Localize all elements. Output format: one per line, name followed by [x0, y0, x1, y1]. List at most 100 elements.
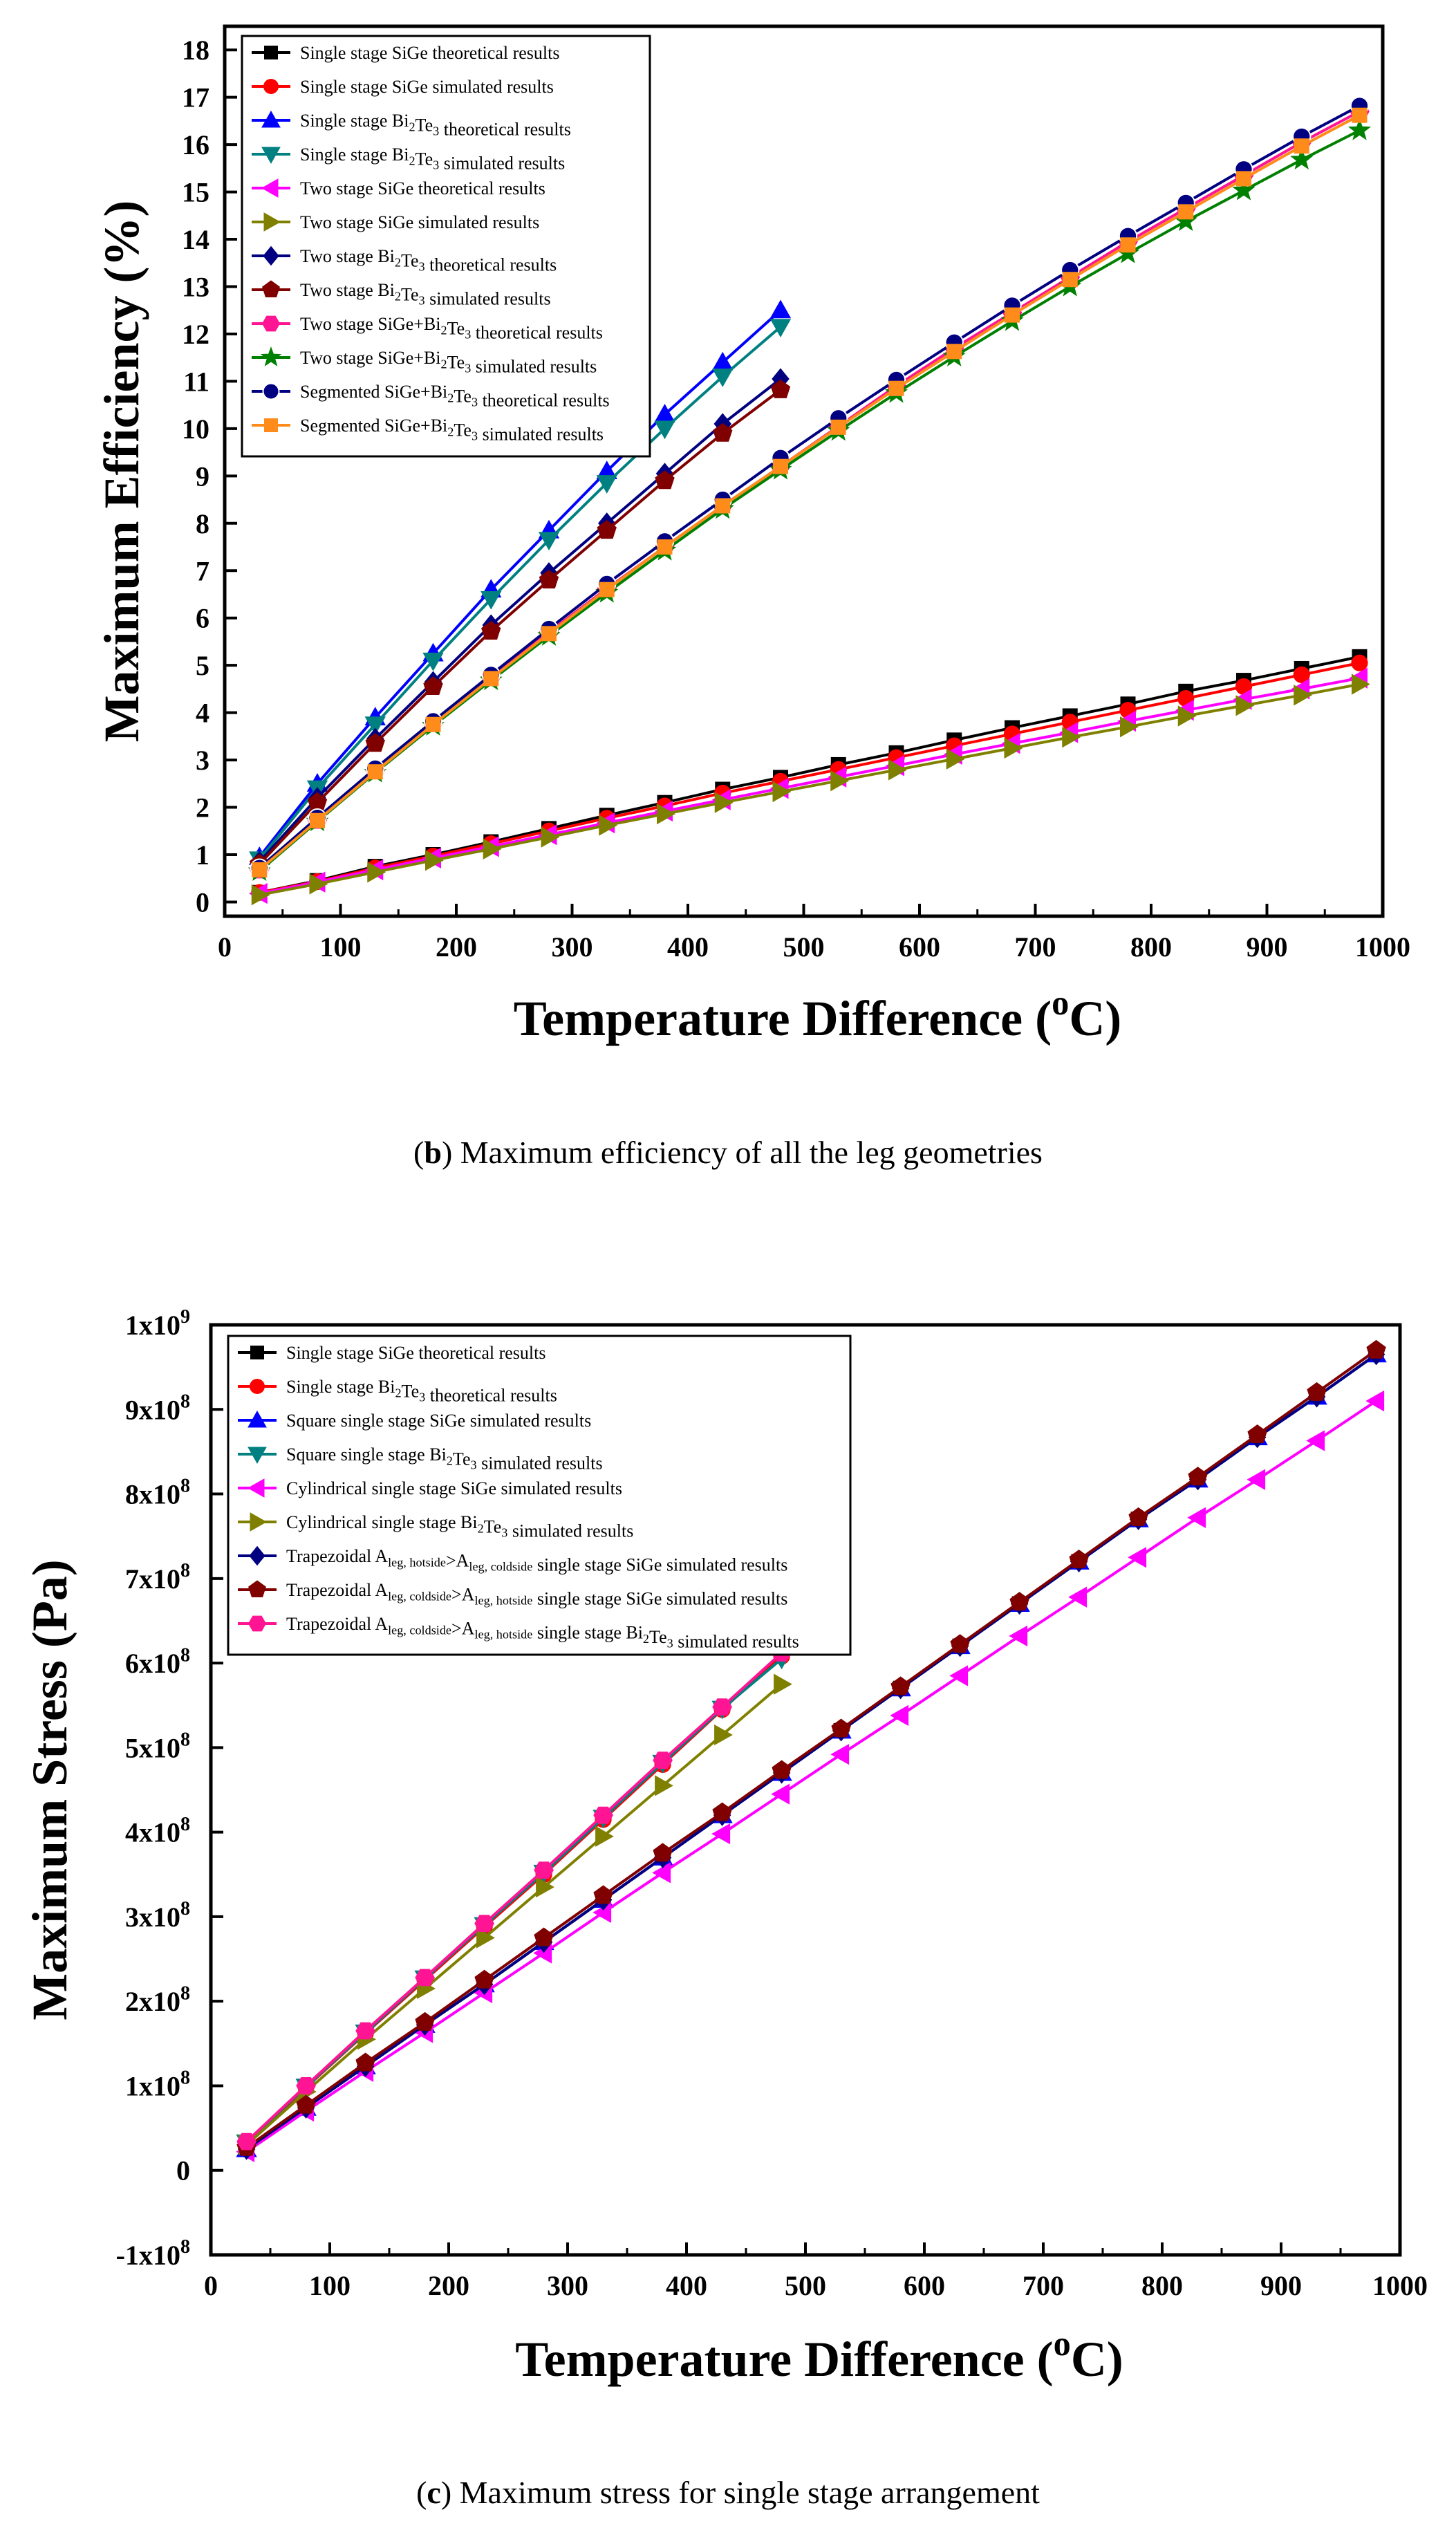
data-point [541, 826, 560, 848]
data-point [296, 2077, 316, 2094]
data-point [367, 764, 383, 780]
data-point [480, 591, 502, 610]
legend-label: Square single stage SiGe simulated resul… [286, 1411, 591, 1431]
data-point [714, 792, 734, 813]
legend: Single stage SiGe theoretical results Sin… [241, 35, 651, 458]
series-line [245, 1651, 783, 2143]
series-line [259, 655, 1360, 894]
data-point [474, 1969, 494, 1989]
data-point [888, 759, 907, 781]
data-point [831, 1718, 851, 1738]
legend-marker [261, 147, 281, 165]
legend-item-7: Two stage Bi2Te3 theoretical results [252, 245, 557, 275]
data-point [593, 1806, 613, 1824]
legend-label: Trapezoidal Aleg, coldside>Aleg, hotside… [286, 1580, 787, 1609]
series-6 [251, 673, 1370, 906]
series-line [258, 104, 1361, 869]
legend-item-5: Cylindrical single stage SiGe simulated … [238, 1478, 622, 1498]
legend-marker [248, 1580, 266, 1598]
legend-item-5: Two stage SiGe theoretical results [252, 178, 545, 198]
y-tick-label: 13 [182, 272, 209, 303]
efficiency-chart-caption: (b) Maximum efficiency of all the leg ge… [0, 1134, 1456, 1171]
data-point [769, 299, 792, 319]
legend-label: Single stage SiGe simulated results [300, 77, 554, 97]
data-point [654, 420, 675, 440]
data-point [534, 1861, 554, 1879]
legend-item-10: Two stage SiGe+Bi2Te3 simulated results [252, 346, 597, 377]
legend-item-11: Segmented SiGe+Bi2Te3 theoretical result… [252, 382, 610, 411]
data-point [1128, 1547, 1147, 1568]
y-tick-label: 15 [182, 177, 209, 208]
legend-label: Cylindrical single stage SiGe simulated … [286, 1478, 622, 1498]
legend-item-8: Trapezoidal Aleg, coldside>Aleg, hotside… [238, 1580, 787, 1609]
legend-box [227, 1335, 852, 1656]
y-tick-label: 2 [196, 792, 209, 824]
data-point [1235, 678, 1253, 696]
data-point [657, 803, 675, 825]
data-point [830, 1743, 850, 1765]
series-line [259, 682, 1360, 897]
data-point [655, 1775, 673, 1796]
legend-marker [249, 1545, 265, 1566]
legend-label: Cylindrical single stage Bi2Te3 simulate… [286, 1512, 633, 1541]
series-line [258, 309, 782, 858]
x-tick-label: 800 [1141, 2270, 1183, 2301]
data-point [251, 884, 270, 906]
data-point [655, 470, 675, 490]
series-line [259, 676, 1360, 895]
x-tick-label: 700 [1015, 931, 1056, 963]
data-point [1120, 237, 1136, 253]
x-axis-title: Temperature Difference (oC) [514, 983, 1122, 1046]
data-point [830, 419, 846, 435]
caption-label-c: c [427, 2475, 441, 2510]
legend-label: Trapezoidal Aleg, coldside>Aleg, hotside… [286, 1614, 799, 1651]
y-tick-label: 11 [183, 366, 209, 397]
series-line [245, 1683, 783, 2146]
y-tick-label: 1 [196, 839, 209, 871]
legend-marker [262, 280, 280, 298]
legend-label: Square single stage Bi2Te3 simulated res… [286, 1444, 603, 1474]
y-tick-label: 6 [196, 603, 209, 634]
data-point [599, 582, 615, 597]
legend-marker [260, 346, 282, 366]
legend-label: Two stage SiGe+Bi2Te3 theoretical result… [300, 314, 603, 343]
series-12 [252, 107, 1368, 877]
x-tick-label: 300 [547, 2270, 588, 2301]
data-point [597, 520, 617, 539]
legend: Single stage SiGe theoretical results Sin… [227, 1335, 852, 1656]
caption-text-b: Maximum efficiency of all the leg geomet… [460, 1135, 1043, 1170]
legend-label: Two stage SiGe+Bi2Te3 simulated results [300, 348, 597, 377]
x-tick-label: 0 [204, 2270, 218, 2301]
x-tick-label: 700 [1023, 2270, 1064, 2301]
data-point [310, 812, 325, 828]
data-point [1366, 1339, 1386, 1359]
y-tick-label: 4 [196, 698, 209, 729]
data-point [711, 1823, 731, 1845]
y-tick-label: 1x109 [125, 1306, 190, 1341]
x-tick-label: 500 [785, 2270, 826, 2301]
x-tick-label: 0 [218, 931, 232, 963]
legend-label: Two stage SiGe theoretical results [300, 178, 545, 198]
legend-marker [263, 79, 279, 94]
series-line [258, 113, 1361, 871]
data-point [1004, 737, 1023, 759]
data-point [772, 781, 792, 803]
data-point [1187, 1507, 1206, 1528]
data-point [415, 1969, 435, 1987]
data-point [653, 1751, 673, 1769]
data-point [774, 1673, 792, 1695]
x-tick-label: 600 [904, 2270, 945, 2301]
data-point [652, 1862, 671, 1884]
legend-item-3: Single stage Bi2Te3 theoretical results [252, 110, 571, 140]
y-tick-label: 10 [182, 413, 209, 445]
legend-label: Segmented SiGe+Bi2Te3 theoretical result… [300, 382, 610, 411]
data-point [1128, 1507, 1148, 1526]
data-point [1247, 1469, 1266, 1490]
data-point [534, 1927, 554, 1946]
series-line [258, 378, 782, 863]
legend-item-12: Segmented SiGe+Bi2Te3 simulated results [252, 416, 604, 445]
data-point [950, 1634, 970, 1653]
legend-item-1: Single stage SiGe theoretical results [252, 43, 559, 63]
y-tick-label: 0 [176, 2155, 190, 2186]
data-point [1177, 705, 1197, 727]
